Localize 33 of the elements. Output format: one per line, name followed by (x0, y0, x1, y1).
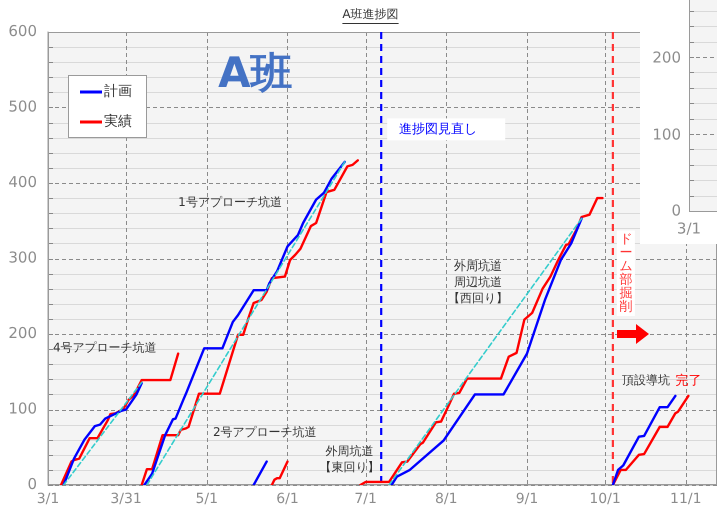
annotation: 外周坑道周辺坑道【西回り】 (448, 259, 508, 306)
y-tick-label: 500 (8, 97, 37, 116)
x-tick-label: 9/1 (516, 491, 538, 508)
chart-subtitle: A班 (218, 48, 293, 97)
x-tick-label: 8/1 (435, 491, 458, 508)
chart-title: A班進捗図 (342, 7, 399, 22)
x-tick-label: 6/1 (276, 491, 299, 508)
ref-line-label: 進捗図見直し (399, 122, 478, 137)
x-tick-label: 7/1 (354, 491, 377, 508)
annotation: 4号アプローチ坑道 (53, 340, 157, 354)
annotation: 1号アプローチ坑道 (178, 194, 282, 209)
data-label: 完了 (675, 372, 702, 388)
y-tick-label: 300 (8, 248, 37, 266)
legend-label: 計画 (104, 84, 132, 100)
annotation: 外周坑道【東回り】 (320, 444, 380, 474)
y-tick-label: 0 (27, 474, 37, 493)
y-tick-label: 600 (8, 22, 37, 40)
annotation: 頂設導坑 (622, 372, 670, 387)
ref-line-label: ドーム部掘削 (619, 232, 632, 314)
x-tick-label: 10/1 (589, 491, 621, 508)
annotation: 100 (652, 126, 681, 144)
annotation: 200 (652, 48, 681, 66)
y-tick-label: 100 (8, 399, 37, 418)
annotation: 3/1 (676, 220, 702, 238)
x-tick-label: 5/1 (196, 491, 218, 508)
y-tick-label: 400 (8, 172, 37, 191)
x-tick-label: 3/1 (36, 491, 60, 508)
x-tick-label: 3/31 (110, 491, 142, 508)
legend-label: 実績 (104, 114, 132, 130)
x-tick-label: 11/1 (670, 491, 702, 508)
annotation: 0 (671, 202, 681, 220)
annotation: 2号アプローチ坑道 (212, 425, 317, 440)
y-tick-label: 200 (8, 324, 37, 342)
